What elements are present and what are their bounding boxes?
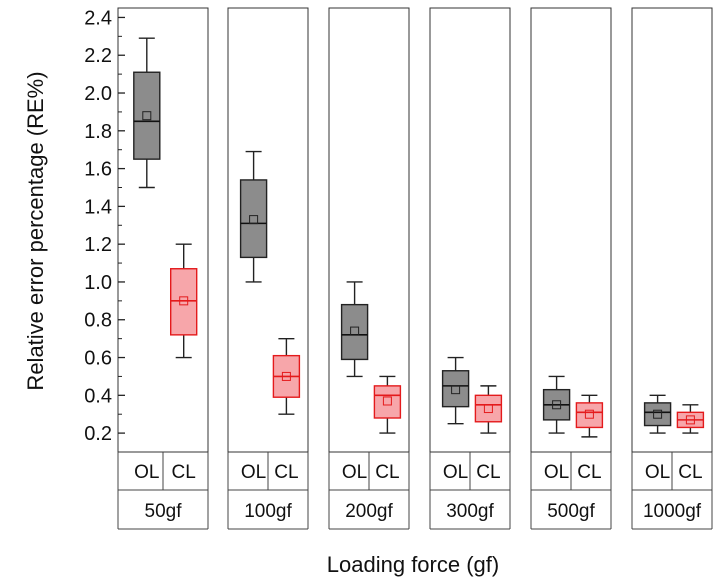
- mean-marker: [451, 385, 461, 395]
- box-300gf-OL: [441, 356, 470, 425]
- iqr-box: [373, 385, 402, 419]
- mean-marker: [350, 326, 360, 336]
- iqr-box: [441, 370, 470, 408]
- box-100gf-CL: [272, 337, 301, 415]
- y-tick-label: 0.6: [84, 348, 112, 370]
- y-tick-label: 1.8: [84, 121, 112, 143]
- box-50gf-OL: [133, 37, 161, 189]
- mean-marker: [281, 371, 291, 381]
- box-50gf-CL: [169, 243, 198, 359]
- panel-frame-1000gf: [631, 7, 713, 453]
- box-300gf-CL: [474, 385, 503, 434]
- x-axis-title: Loading force (gf): [327, 552, 499, 577]
- box-series: [133, 37, 705, 438]
- subcategory-label-OL: OL: [241, 462, 266, 483]
- iqr-box: [340, 303, 369, 361]
- mean-marker: [552, 400, 562, 410]
- group-label-50gf: 50gf: [145, 501, 183, 522]
- mean-marker: [584, 409, 594, 419]
- mean-marker: [382, 396, 392, 406]
- group-panels: [117, 7, 713, 453]
- box-200gf-CL: [373, 375, 402, 434]
- iqr-box: [643, 402, 672, 427]
- panel-frame-50gf: [117, 7, 209, 453]
- box-200gf-OL: [340, 281, 369, 378]
- subcategory-label-OL: OL: [544, 462, 569, 483]
- mean-marker: [653, 409, 663, 419]
- subcategory-label-CL: CL: [476, 462, 500, 483]
- iqr-box: [169, 268, 198, 336]
- iqr-box: [575, 402, 604, 429]
- mean-marker: [483, 404, 493, 414]
- y-tick-label: 2.2: [84, 45, 112, 67]
- y-axis-title: Relative error percentage (RE%): [23, 71, 48, 390]
- group-label-500gf: 500gf: [547, 501, 595, 522]
- box-100gf-OL: [239, 150, 268, 283]
- subcategory-label-CL: CL: [678, 462, 702, 483]
- box-500gf-CL: [575, 394, 604, 438]
- subcategory-label-OL: OL: [342, 462, 367, 483]
- y-tick-label: 0.8: [84, 310, 112, 332]
- mean-marker: [249, 215, 259, 225]
- y-tick-label: 1.4: [84, 196, 112, 218]
- box-1000gf-OL: [643, 394, 672, 434]
- y-axis: 2.4 2.2 2.0 1.8 1.6 1.4 1.2 1.0 0.8 0.6 0.4 0.2: [84, 7, 125, 445]
- y-tick-label: 2.4: [84, 7, 112, 29]
- subcategory-label-CL: CL: [274, 462, 298, 483]
- group-label-1000gf: 1000gf: [643, 501, 702, 522]
- y-tick-label: 2.0: [84, 83, 112, 105]
- box-1000gf-CL: [676, 404, 705, 434]
- y-tick-label: 1.0: [84, 272, 112, 294]
- y-tick-label: 1.2: [84, 234, 112, 256]
- iqr-box: [133, 71, 161, 160]
- iqr-box: [474, 394, 503, 423]
- subcategory-label-CL: CL: [577, 462, 601, 483]
- subcategory-label-OL: OL: [645, 462, 670, 483]
- y-tick-label: 1.6: [84, 159, 112, 181]
- y-tick-label: 0.4: [84, 385, 112, 407]
- group-label-200gf: 200gf: [345, 501, 393, 522]
- y-tick-label: 0.2: [84, 423, 112, 445]
- subcategory-label-CL: CL: [172, 462, 196, 483]
- box-500gf-OL: [542, 375, 571, 434]
- group-label-300gf: 300gf: [446, 501, 494, 522]
- group-label-100gf: 100gf: [244, 501, 292, 522]
- mean-marker: [142, 111, 152, 121]
- mean-marker: [685, 415, 695, 425]
- subcategory-label-OL: OL: [134, 462, 159, 483]
- subcategory-label-OL: OL: [443, 462, 468, 483]
- mean-marker: [179, 296, 189, 306]
- x-category-table: OL CL 50gf OL CL 100gf OL CL 200gf OL CL 300gf OL CL 5…: [117, 452, 713, 530]
- iqr-box: [239, 179, 268, 259]
- subcategory-label-CL: CL: [375, 462, 399, 483]
- panel-frame-500gf: [530, 7, 612, 453]
